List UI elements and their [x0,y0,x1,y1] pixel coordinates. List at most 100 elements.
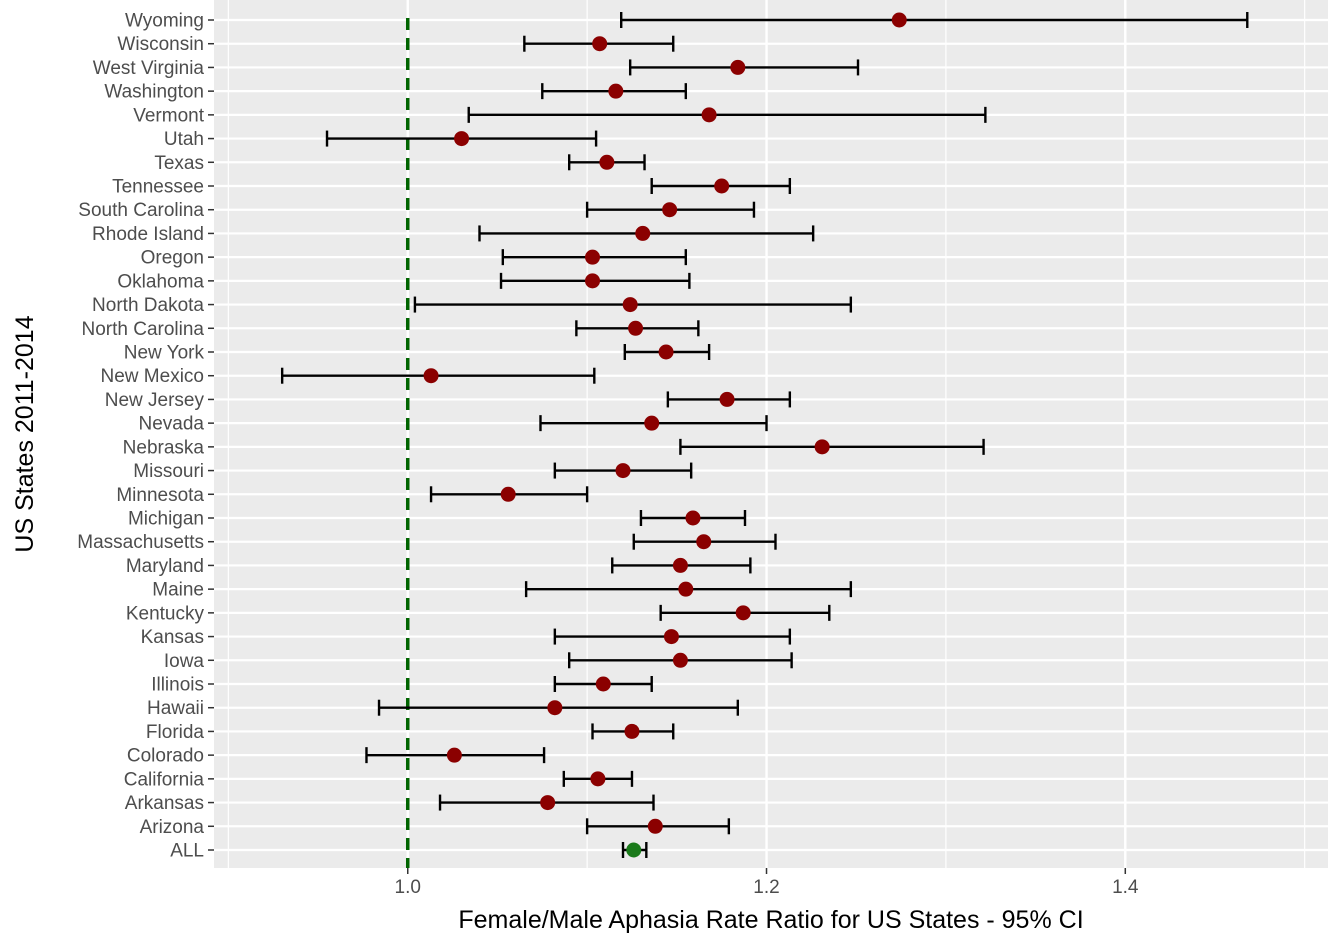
x-axis-ticks: 1.0 1.2 1.4 [395,868,1139,898]
row-maryland [611,557,752,574]
point-florida [624,723,640,739]
point-missouri [615,463,631,479]
y-tick-label-nevada: Nevada [139,414,205,435]
y-tick-label-new-jersey: New Jersey [105,390,205,411]
row-tennessee [650,178,792,194]
y-tick-label-north-dakota: North Dakota [92,295,204,316]
y-tick-label-tennessee: Tennessee [112,177,204,198]
point-wisconsin [592,36,608,52]
y-tick-label-rhode-island: Rhode Island [92,224,204,245]
row-hawaii [377,699,740,716]
row-utah [325,130,598,147]
row-kansas [553,628,792,645]
row-oklahoma [499,272,691,289]
point-new-mexico [423,368,439,384]
row-west-virginia [628,59,860,76]
y-tick-label-iowa: Iowa [164,651,205,672]
point-oklahoma [585,273,601,289]
row-iowa [567,652,793,669]
row-texas [567,154,646,171]
row-california [562,770,634,787]
y-tick-label-oregon: Oregon [141,248,204,269]
error-bars-and-points [280,12,1249,858]
y-tick-label-oklahoma: Oklahoma [117,271,204,292]
row-kentucky [659,604,831,621]
point-arkansas [540,795,556,811]
row-michigan [639,510,747,526]
y-tick-label-hawaii: Hawaii [147,698,204,719]
y-tick-label-washington: Washington [104,82,204,103]
point-vermont [701,107,717,123]
y-tick-label-all: ALL [170,841,204,862]
point-nevada [644,415,660,431]
row-colorado [365,747,546,764]
point-texas [599,154,615,170]
y-tick-label-minnesota: Minnesota [116,485,204,506]
y-tick-label-arizona: Arizona [140,817,205,838]
y-tick-label-texas: Texas [154,153,204,174]
grid-lines [214,0,1328,868]
point-arizona [647,818,663,834]
point-rhode-island [635,225,651,241]
y-tick-label-wisconsin: Wisconsin [117,34,204,55]
y-tick-label-michigan: Michigan [128,509,204,530]
point-illinois [595,676,611,692]
point-michigan [685,510,701,526]
point-iowa [672,652,688,668]
y-tick-label-new-mexico: New Mexico [101,366,204,387]
point-maryland [672,557,688,573]
y-tick-label-illinois: Illinois [151,675,204,696]
point-nebraska [814,439,830,455]
y-tick-label-maryland: Maryland [126,556,204,577]
y-tick-label-maine: Maine [152,580,204,601]
x-tick-label: 1.4 [1112,877,1139,898]
point-washington [608,83,624,99]
point-new-jersey [719,391,735,407]
row-arkansas [438,794,655,811]
row-new-mexico [280,367,596,384]
point-minnesota [500,486,516,502]
row-rhode-island [478,225,815,242]
point-tennessee [714,178,730,194]
y-axis-title: US States 2011-2014 [11,315,39,552]
y-tick-label-missouri: Missouri [133,461,204,482]
y-tick-label-vermont: Vermont [133,105,204,126]
row-missouri [553,462,693,479]
row-all [621,842,648,858]
y-tick-label-massachusetts: Massachusetts [77,532,204,553]
point-north-dakota [622,297,638,313]
row-new-jersey [666,391,792,408]
row-nevada [539,415,768,432]
row-maine [524,581,853,598]
y-tick-label-california: California [124,769,205,790]
point-west-virginia [730,59,746,75]
row-new-york [623,344,711,360]
y-tick-label-colorado: Colorado [127,746,204,767]
x-tick-label: 1.0 [395,877,421,898]
point-wyoming [891,12,907,28]
y-tick-label-new-york: New York [124,343,205,364]
y-tick-label-north-carolina: North Carolina [82,319,205,340]
point-oregon [585,249,601,265]
y-tick-label-kansas: Kansas [141,627,204,648]
y-tick-label-wyoming: Wyoming [125,11,204,32]
row-illinois [553,676,653,692]
point-colorado [446,747,462,763]
point-south-carolina [662,202,678,218]
row-vermont [467,106,987,123]
point-utah [454,131,470,147]
x-axis-title: Female/Male Aphasia Rate Ratio for US St… [458,906,1083,934]
row-arizona [585,818,731,835]
y-tick-label-south-carolina: South Carolina [78,200,204,221]
row-wisconsin [523,35,675,52]
point-new-york [658,344,674,360]
row-washington [541,83,687,100]
row-oregon [501,249,687,266]
row-north-dakota [413,296,853,313]
x-tick-label: 1.2 [753,877,779,898]
point-california [590,771,606,787]
y-tick-label-florida: Florida [146,722,205,743]
point-kentucky [735,605,751,621]
